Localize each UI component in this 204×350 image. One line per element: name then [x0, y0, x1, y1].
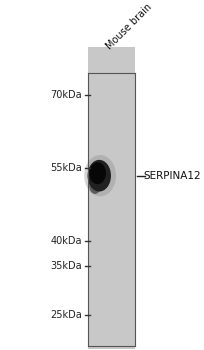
Ellipse shape — [89, 162, 106, 184]
Ellipse shape — [88, 160, 111, 191]
Ellipse shape — [89, 177, 101, 194]
Text: 35kDa: 35kDa — [50, 261, 82, 271]
Text: 55kDa: 55kDa — [50, 163, 82, 173]
Text: Mouse brain: Mouse brain — [104, 2, 153, 51]
Text: 70kDa: 70kDa — [50, 90, 82, 100]
Bar — [88, 47, 135, 349]
Text: 25kDa: 25kDa — [50, 309, 82, 320]
Text: SERPINA12: SERPINA12 — [144, 171, 201, 181]
Text: 40kDa: 40kDa — [50, 237, 82, 246]
Ellipse shape — [84, 155, 116, 196]
